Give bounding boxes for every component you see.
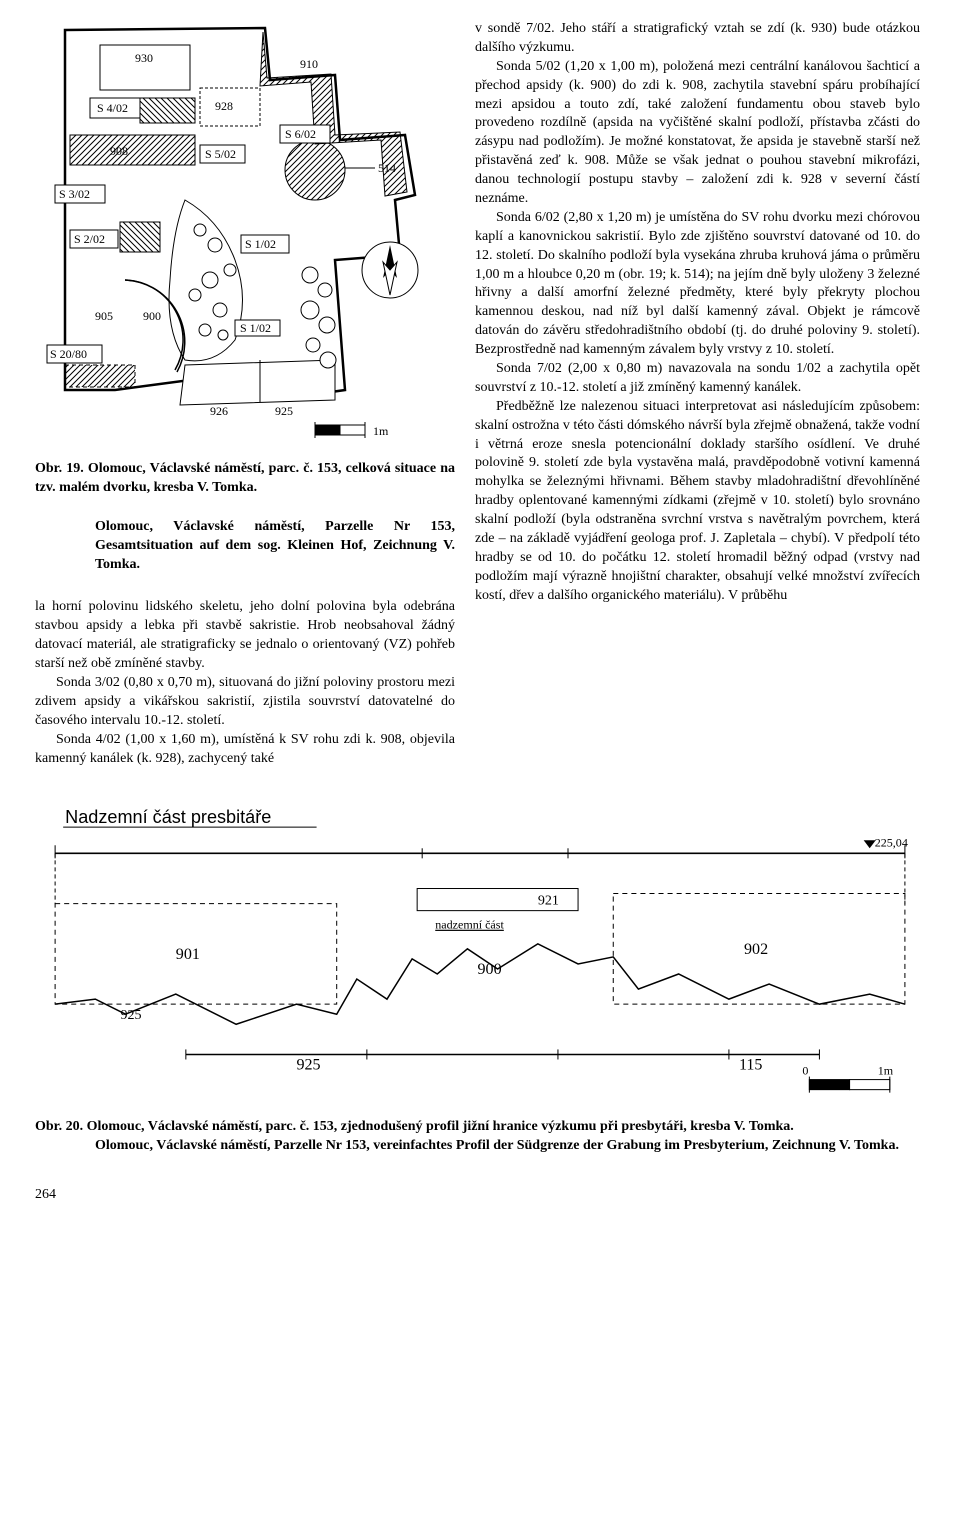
label-s202: S 2/02 — [74, 232, 105, 246]
label-921: 921 — [538, 893, 559, 909]
scalebar-1: 1m — [878, 1064, 894, 1078]
label-s2080: S 20/80 — [50, 347, 87, 361]
label-901: 901 — [176, 946, 200, 963]
scalebar-icon — [809, 1077, 889, 1093]
page: 930 S 4/02 928 910 908 S — [0, 0, 960, 1225]
label-925a: 925 — [120, 1008, 141, 1024]
label-930: 930 — [135, 51, 153, 65]
label-926: 926 — [210, 404, 228, 418]
label-928: 928 — [215, 99, 233, 113]
body-text: Sonda 6/02 (2,80 x 1,20 m) je umístěna d… — [475, 209, 920, 360]
label-s302: S 3/02 — [59, 187, 90, 201]
body-text: Sonda 3/02 (0,80 x 0,70 m), situovaná do… — [35, 674, 455, 731]
left-column: 930 S 4/02 928 910 908 S — [35, 20, 455, 768]
label-910: 910 — [300, 57, 318, 71]
label-900b: 900 — [477, 961, 501, 978]
page-number: 264 — [35, 1186, 920, 1205]
figure-20-title: Nadzemní část presbitáře — [65, 808, 271, 828]
label-925: 925 — [275, 404, 293, 418]
figure-20-profile: Nadzemní část presbitáře 225,04 901 921 — [35, 798, 920, 1098]
caption-text: Obr. 19. Olomouc, Václavské náměstí, par… — [35, 461, 455, 495]
scalebar-0: 0 — [802, 1064, 808, 1078]
label-s1102: S 1/02 — [245, 237, 276, 251]
label-s402: S 4/02 — [97, 101, 128, 115]
label-nadzemni: nadzemní část — [435, 918, 504, 932]
label-elev: 225,04 — [875, 836, 908, 850]
label-s502: S 5/02 — [205, 147, 236, 161]
body-text: v sondě 7/02. Jeho stáří a stratigrafick… — [475, 20, 920, 58]
label-514: 514 — [378, 161, 396, 175]
scalebar-icon — [315, 422, 365, 438]
caption-text: Olomouc, Václavské náměstí, Parzelle Nr … — [95, 519, 455, 572]
figure-19-plan: 930 S 4/02 928 910 908 S — [35, 20, 455, 450]
caption-text: Olomouc, Václavské náměstí, Parzelle Nr … — [95, 1138, 899, 1153]
label-902: 902 — [744, 941, 768, 958]
figure-20-caption: Obr. 20. Olomouc, Václavské náměstí, par… — [35, 1118, 920, 1156]
label-925b: 925 — [296, 1057, 320, 1074]
body-text: la horní polovinu lidského skeletu, jeho… — [35, 598, 455, 674]
label-900: 900 — [143, 309, 161, 323]
body-text: Sonda 5/02 (1,20 x 1,00 m), položená mez… — [475, 58, 920, 209]
two-column-row: 930 S 4/02 928 910 908 S — [35, 20, 920, 768]
label-905: 905 — [95, 309, 113, 323]
scalebar-label: 1m — [373, 424, 389, 438]
body-text: Sonda 4/02 (1,00 x 1,60 m), umístěná k S… — [35, 731, 455, 769]
label-115: 115 — [739, 1057, 763, 1074]
label-s602: S 6/02 — [285, 127, 316, 141]
caption-text: Obr. 20. Olomouc, Václavské náměstí, par… — [35, 1119, 794, 1134]
body-text: Sonda 7/02 (2,00 x 0,80 m) navazovala na… — [475, 360, 920, 398]
right-column: v sondě 7/02. Jeho stáří a stratigrafick… — [475, 20, 920, 606]
figure-19-caption-cz: Obr. 19. Olomouc, Václavské náměstí, par… — [35, 460, 455, 498]
label-908: 908 — [110, 144, 128, 158]
body-text: Předběžně lze nalezenou situaci interpre… — [475, 398, 920, 606]
figure-19-caption-de: Olomouc, Václavské náměstí, Parzelle Nr … — [35, 518, 455, 575]
label-s102: S 1/02 — [240, 321, 271, 335]
